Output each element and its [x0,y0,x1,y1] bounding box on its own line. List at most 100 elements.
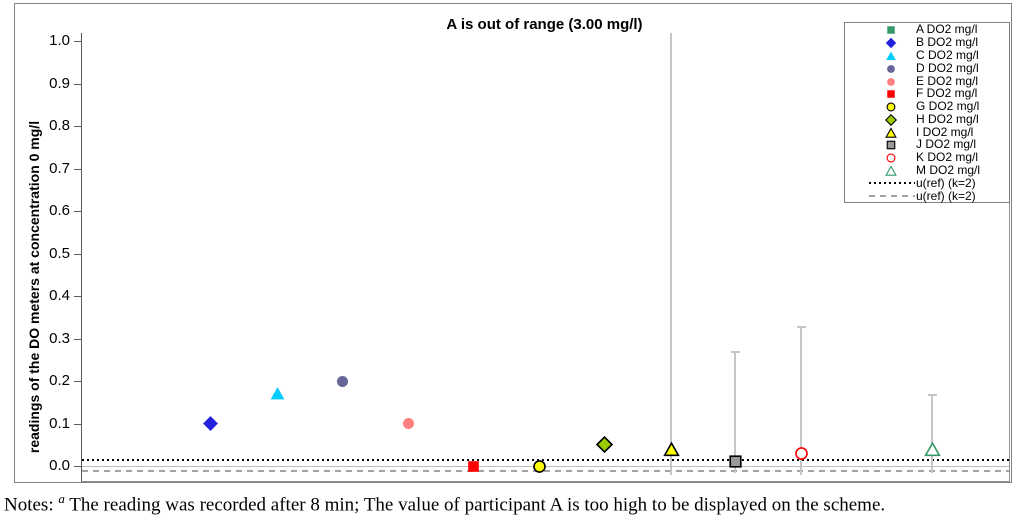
y-tick-mark [74,83,82,85]
y-tick-label: 0.2 [49,372,70,389]
circle-legend-icon [887,64,895,73]
y-tick-label: 0.9 [49,74,70,92]
marker-G [531,458,548,475]
legend-row: K DO2 mg/l [845,150,1009,164]
notes: Notes: a The reading was recorded after … [4,491,1022,516]
legend-label: F DO2 mg/l [916,86,978,101]
y-tick-mark [74,211,82,212]
legend-marker [885,75,897,87]
y-tick-mark [74,381,82,382]
marker-K [793,445,810,462]
legend-label: u(ref) (k=2) [916,175,976,190]
circle-legend-icon [887,77,895,86]
triangle-legend-icon [885,126,897,138]
circle-marker-icon [532,459,546,473]
y-tick-mark [74,41,82,42]
marker-H [595,436,613,454]
legend-label: I DO2 mg/l [916,124,974,139]
legend-marker [885,49,897,61]
triangle-marker-icon [270,387,284,400]
error-bar-M [931,393,933,474]
marker-C [269,385,286,402]
ref-line-dashed [82,469,1009,472]
legend-label: D DO2 mg/l [916,60,979,75]
marker-E [400,415,417,432]
legend-label: C DO2 mg/l [916,47,979,62]
square-marker-icon [728,455,742,468]
y-tick-label: 0.3 [49,329,70,347]
legend-label: u(ref) (k=2) [916,188,976,203]
legend-marker [885,138,897,150]
legend-label: H DO2 mg/l [916,111,979,126]
y-tick-label: 0.6 [49,202,70,219]
y-tick-mark [74,296,82,297]
y-tick-label: 0.8 [49,117,70,134]
legend-row: H DO2 mg/l [845,111,1009,126]
legend-marker [885,100,897,112]
legend-row: u(ref) (k=2) [845,175,1009,190]
diamond-legend-icon [885,37,897,49]
legend-label: E DO2 mg/l [916,73,979,88]
legend-row: I DO2 mg/l [845,124,1009,139]
square-marker-icon [467,460,479,472]
legend-row: M DO2 mg/l [845,162,1009,177]
legend-line-sample-dashed [869,194,915,197]
legend-row: G DO2 mg/l [845,99,1009,114]
error-bar-K [800,325,802,475]
triangle-legend-icon [885,165,897,176]
y-tick-label: 0.4 [49,287,70,304]
legend-row: C DO2 mg/l [845,47,1009,62]
triangle-marker-icon [662,441,680,456]
legend-label: J DO2 mg/l [916,137,977,152]
legend-marker [885,62,897,74]
legend-row: B DO2 mg/l [845,35,1009,49]
error-bar-J [734,351,736,473]
notes-prefix: Notes: [4,494,59,516]
legend: A DO2 mg/l B DO2 mg/l C DO2 mg/l D DO2 mg/l… [844,22,1010,203]
y-tick-mark [74,253,82,255]
circle-marker-icon [794,446,808,460]
error-bar-cap-M [927,393,937,396]
ref-line-dotted [82,459,1009,462]
marker-M [923,441,941,458]
diamond-marker-icon [595,436,613,454]
legend-marker [885,126,897,138]
y-tick-label: 0.7 [49,159,70,177]
y-tick-label: 1.0 [49,32,70,49]
y-tick-label: 0.0 [49,457,70,474]
marker-D [334,373,351,390]
error-bar-cap-K [796,325,806,328]
legend-label: G DO2 mg/l [916,99,980,114]
legend-row: E DO2 mg/l [845,73,1009,88]
legend-row: A DO2 mg/l [845,22,1009,36]
y-tick-label: 0.1 [49,414,70,432]
plot-area: 0.0 0.1 0.2 0.3 0.4 0.5 0.6 0.7 0.8 0.9 1.0 [49,33,1010,482]
legend-marker [885,23,897,35]
legend-marker [885,164,897,176]
legend-marker [885,87,897,99]
y-tick-mark [74,338,82,340]
square-legend-icon [887,90,895,99]
legend-row: D DO2 mg/l [845,60,1009,75]
y-tick-mark [74,466,82,467]
y-tick-mark [74,168,82,170]
error-bar-I [670,33,672,475]
notes-body: The reading was recorded after 8 min; Th… [64,494,886,516]
circle-legend-icon [886,102,896,112]
triangle-marker-icon [923,441,941,456]
legend-row: J DO2 mg/l [845,137,1009,152]
marker-I [662,441,680,458]
legend-label: M DO2 mg/l [916,162,981,177]
legend-line-sample-dotted [869,181,915,184]
y-tick-mark [74,126,82,127]
legend-row: F DO2 mg/l [845,86,1009,101]
y-tick-label: 0.5 [49,244,70,262]
marker-J [727,453,744,470]
triangle-legend-icon [886,51,896,61]
legend-marker [885,151,897,163]
circle-marker-icon [402,417,414,430]
circle-marker-icon [336,375,348,387]
diamond-legend-icon [884,113,898,126]
square-legend-icon [886,141,896,150]
marker-F [465,458,482,475]
